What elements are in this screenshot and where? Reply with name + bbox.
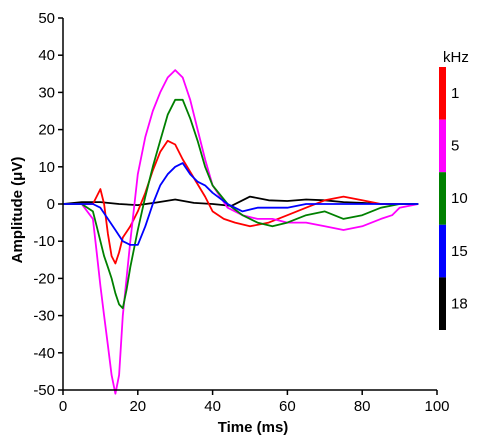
y-tick-label: -50 [33, 382, 55, 399]
legend-swatch-10-khz [439, 172, 446, 225]
series-lines [62, 69, 419, 395]
x-tick-label: 0 [59, 398, 67, 415]
series-line-15-khz [63, 162, 419, 246]
y-tick-label: 20 [38, 122, 55, 139]
x-tick-label: 40 [204, 398, 221, 415]
legend-label: 15 [451, 243, 468, 260]
legend-label: 18 [451, 295, 468, 312]
legend-label: 10 [451, 190, 468, 207]
x-tick-label: 100 [424, 398, 449, 415]
y-tick-label: -10 [33, 233, 55, 250]
y-axis-title: Amplitude (μV) [9, 157, 26, 264]
x-tick-label: 20 [129, 398, 146, 415]
series-line-10-khz [63, 98, 419, 310]
x-axis-title: Time (ms) [218, 419, 289, 436]
y-tick-label: 40 [38, 47, 55, 64]
y-tick-label: -30 [33, 308, 55, 325]
legend-swatch-1-khz [439, 67, 446, 120]
y-ticks: 50 40 30 20 10 0 -10 -20 -30 -40 -50 [33, 10, 63, 399]
y-tick-label: 0 [47, 196, 55, 213]
y-tick-label: -40 [33, 345, 55, 362]
legend-swatch-5-khz [439, 119, 446, 173]
y-tick-label: 30 [38, 84, 55, 101]
legend-swatch-18-khz [439, 277, 446, 330]
legend-swatch-15-khz [439, 224, 446, 278]
series-line-5-khz [63, 69, 419, 395]
legend-label: 5 [451, 138, 459, 155]
y-tick-label: 50 [38, 10, 55, 27]
legend-title: kHz [443, 49, 469, 66]
series-line-18-khz [62, 195, 419, 207]
x-tick-label: 80 [354, 398, 371, 415]
series-line-1-khz [63, 139, 419, 265]
legend-label: 1 [451, 85, 459, 102]
x-tick-label: 60 [279, 398, 296, 415]
y-tick-label: -20 [33, 270, 55, 287]
x-ticks: 0 20 40 60 80 100 [59, 390, 450, 415]
y-tick-label: 10 [38, 159, 55, 176]
